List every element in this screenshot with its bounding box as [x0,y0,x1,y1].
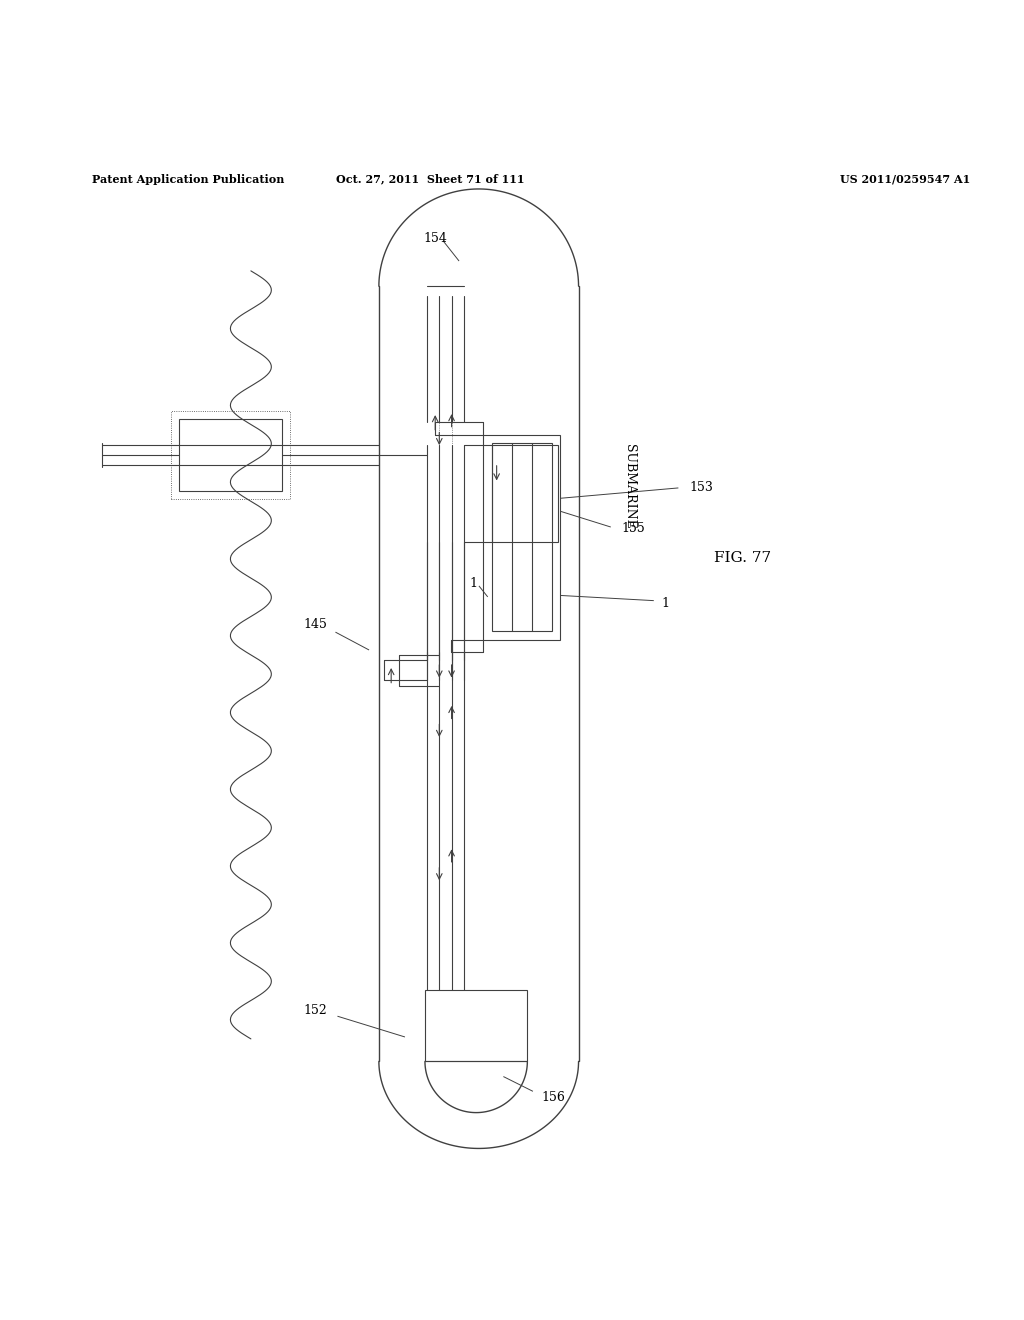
Text: Oct. 27, 2011  Sheet 71 of 111: Oct. 27, 2011 Sheet 71 of 111 [336,174,524,185]
Bar [425,990,527,1061]
Bar [483,434,560,639]
Text: 145: 145 [303,618,328,631]
Bar [179,420,282,491]
Bar [492,444,552,631]
Text: 155: 155 [621,523,645,536]
Text: 1: 1 [469,577,477,590]
Text: 156: 156 [541,1090,565,1104]
Bar [171,411,290,499]
Bar [492,445,558,543]
Text: 1: 1 [662,597,670,610]
Text: 152: 152 [303,1003,328,1016]
Text: SUBMARINE: SUBMARINE [624,444,636,528]
Text: 154: 154 [423,231,447,244]
Text: FIG. 77: FIG. 77 [714,550,771,565]
Text: Patent Application Publication: Patent Application Publication [92,174,285,185]
Text: 153: 153 [689,482,714,495]
Text: US 2011/0259547 A1: US 2011/0259547 A1 [840,174,970,185]
